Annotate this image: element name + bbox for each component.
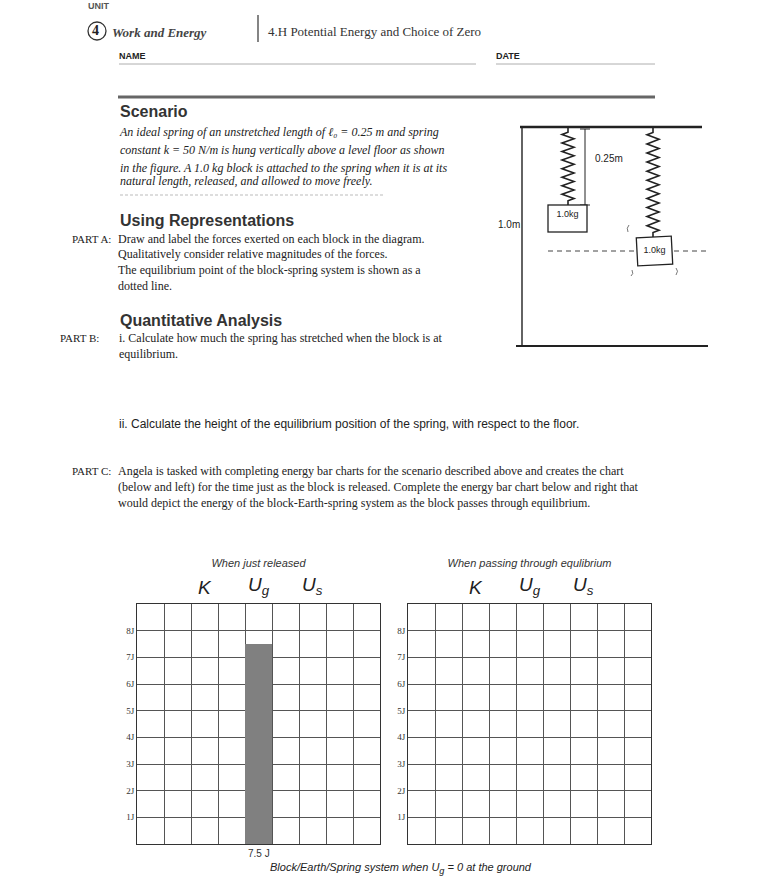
svg-text:2J: 2J xyxy=(126,786,135,796)
svg-text:1J: 1J xyxy=(126,812,135,822)
svg-text:5J: 5J xyxy=(397,706,406,716)
html-text:would depict the energy of the: would depict the energy of the block-Ear… xyxy=(118,496,591,510)
html-text:constant k = 50 N/m is hung ve: constant k = 50 N/m is hung vertically a… xyxy=(120,143,445,157)
svg-text:U​s​: U​s​ xyxy=(302,574,323,598)
svg-text:4J: 4J xyxy=(397,732,406,742)
svg-text:6J: 6J xyxy=(126,679,135,689)
html-text:UNIT: UNIT xyxy=(88,1,109,11)
html-text:DATE: DATE xyxy=(496,51,520,61)
html-text:4.H Potential Energy and Choic: 4.H Potential Energy and Choice of Zero xyxy=(268,24,482,39)
html-text:Work and Energy: Work and Energy xyxy=(112,25,207,40)
svg-text:K: K xyxy=(469,577,483,598)
html-text:1.0kg: 1.0kg xyxy=(556,209,579,219)
html-text:0.25m: 0.25m xyxy=(595,153,623,164)
svg-text:7.5 J: 7.5 J xyxy=(248,848,270,859)
html-text:Qualitatively consider relativ: Qualitatively consider relative magnitud… xyxy=(118,247,388,261)
svg-text:5J: 5J xyxy=(126,706,135,716)
html-text:Quantitative Analysis: Quantitative Analysis xyxy=(120,312,283,329)
html-text:natural length, released, and: natural length, released, and allowed to… xyxy=(120,174,373,188)
html-text:i. Calculate how much the spri: i. Calculate how much the spring has str… xyxy=(119,331,442,345)
html-text:NAME: NAME xyxy=(119,51,146,61)
svg-text:1J: 1J xyxy=(397,812,406,822)
html-text:(below and left) for the time: (below and left) for the time just as th… xyxy=(118,480,638,494)
html-text:Scenario: Scenario xyxy=(120,103,188,120)
html-text:dotted line.: dotted line. xyxy=(118,279,172,293)
svg-text:When just released: When just released xyxy=(211,557,306,569)
html-text:4: 4 xyxy=(92,23,99,38)
svg-text:4J: 4J xyxy=(126,732,135,742)
html-text:Block/Earth/Spring system when: Block/Earth/Spring system when Ug= 0 at … xyxy=(270,861,531,877)
svg-text:7J: 7J xyxy=(126,652,135,662)
svg-text:6J: 6J xyxy=(397,679,406,689)
html-text:Using Representations: Using Representations xyxy=(120,212,295,229)
svg-text:3J: 3J xyxy=(397,759,406,769)
html-text:PART B:: PART B: xyxy=(60,332,100,344)
html-text:in the figure. A 1.0 kg block: in the figure. A 1.0 kg block is attache… xyxy=(120,161,448,175)
svg-text:U​g​: U​g​ xyxy=(248,574,270,598)
html-text:1.0kg: 1.0kg xyxy=(643,245,666,255)
svg-text:8J: 8J xyxy=(397,626,406,636)
html-text:1.0m: 1.0m xyxy=(498,219,521,230)
html-text:Draw and label the forces exer: Draw and label the forces exerted on eac… xyxy=(118,232,425,246)
svg-text:3J: 3J xyxy=(126,759,135,769)
svg-text:U​g​: U​g​ xyxy=(519,574,541,598)
svg-text:2J: 2J xyxy=(397,786,406,796)
html-text:The equilibrium point of the b: The equilibrium point of the block-sprin… xyxy=(118,263,421,277)
svg-text:U​s​: U​s​ xyxy=(573,574,594,598)
svg-text:8J: 8J xyxy=(126,626,135,636)
svg-text:K: K xyxy=(198,577,212,598)
html-text:PART C:: PART C: xyxy=(72,465,112,477)
html-text:equilibrium.: equilibrium. xyxy=(119,347,178,361)
html-text:ii. Calculate the height of th: ii. Calculate the height of the equilibr… xyxy=(119,417,580,431)
html-text:PART A:: PART A: xyxy=(72,233,112,245)
svg-text:7J: 7J xyxy=(397,652,406,662)
html-text:An ideal spring of an unstretc: An ideal spring of an unstretched length… xyxy=(120,125,439,139)
html-text:Angela is tasked with completi: Angela is tasked with completing energy … xyxy=(118,464,624,478)
svg-text:When passing through equlibriu: When passing through equlibrium xyxy=(448,557,612,569)
